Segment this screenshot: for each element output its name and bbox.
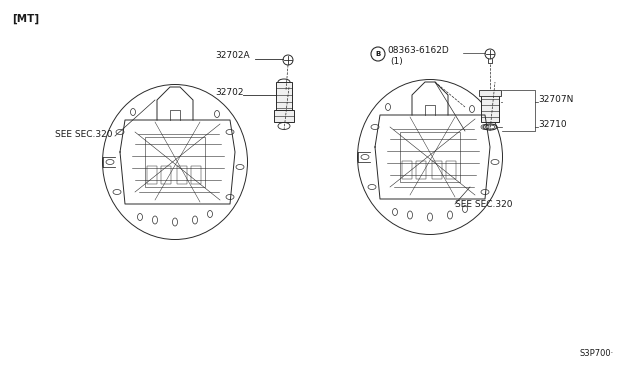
Bar xyxy=(177,166,187,184)
Text: 32702A: 32702A xyxy=(215,51,250,60)
Bar xyxy=(481,94,499,122)
Bar xyxy=(400,132,460,182)
Bar xyxy=(276,82,292,110)
Text: 32707N: 32707N xyxy=(538,95,573,104)
Text: SEE SEC.320: SEE SEC.320 xyxy=(455,200,513,209)
Text: [MT]: [MT] xyxy=(12,14,39,24)
Bar xyxy=(161,166,171,184)
Bar xyxy=(191,166,201,184)
Bar xyxy=(402,161,412,179)
Bar xyxy=(432,161,442,179)
Text: B: B xyxy=(376,51,381,57)
Bar xyxy=(416,161,426,179)
Bar xyxy=(446,161,456,179)
Bar xyxy=(145,137,205,187)
Bar xyxy=(479,90,501,96)
Text: 32710: 32710 xyxy=(538,120,566,129)
Text: (1): (1) xyxy=(390,57,403,66)
Text: 32702: 32702 xyxy=(215,88,243,97)
Text: 08363-6162D: 08363-6162D xyxy=(387,46,449,55)
Text: SEE SEC.320: SEE SEC.320 xyxy=(55,130,113,139)
Bar xyxy=(274,110,294,122)
Text: S3P700·: S3P700· xyxy=(580,349,614,358)
Bar xyxy=(147,166,157,184)
